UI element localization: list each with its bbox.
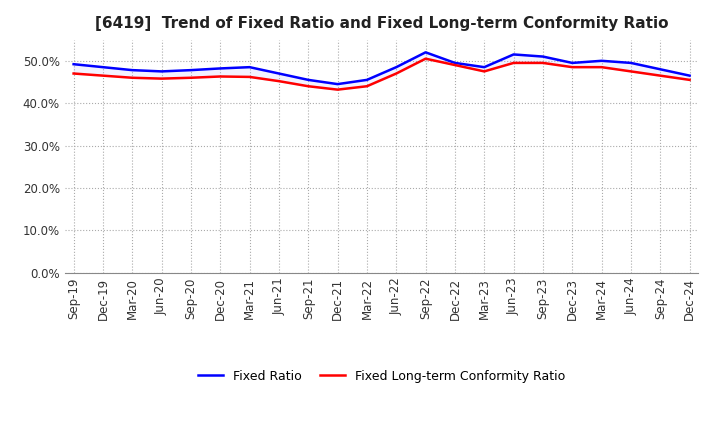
Fixed Ratio: [69, 62, 78, 67]
Fixed Ratio: [539, 54, 547, 59]
Fixed Ratio: [333, 81, 342, 87]
Fixed Ratio: [421, 50, 430, 55]
Fixed Long-term Conformity Ratio: [157, 76, 166, 81]
Fixed Ratio: [480, 65, 489, 70]
Fixed Ratio: [451, 60, 459, 66]
Fixed Long-term Conformity Ratio: [656, 73, 665, 78]
Legend: Fixed Ratio, Fixed Long-term Conformity Ratio: Fixed Ratio, Fixed Long-term Conformity …: [193, 365, 570, 388]
Line: Fixed Ratio: Fixed Ratio: [73, 52, 690, 84]
Fixed Long-term Conformity Ratio: [69, 71, 78, 76]
Fixed Long-term Conformity Ratio: [274, 78, 283, 84]
Fixed Long-term Conformity Ratio: [216, 74, 225, 79]
Fixed Ratio: [656, 66, 665, 72]
Title: [6419]  Trend of Fixed Ratio and Fixed Long-term Conformity Ratio: [6419] Trend of Fixed Ratio and Fixed Lo…: [95, 16, 668, 32]
Line: Fixed Long-term Conformity Ratio: Fixed Long-term Conformity Ratio: [73, 59, 690, 90]
Fixed Long-term Conformity Ratio: [392, 71, 400, 76]
Fixed Long-term Conformity Ratio: [99, 73, 107, 78]
Fixed Ratio: [304, 77, 312, 83]
Fixed Ratio: [246, 65, 254, 70]
Fixed Long-term Conformity Ratio: [539, 60, 547, 66]
Fixed Long-term Conformity Ratio: [421, 56, 430, 61]
Fixed Long-term Conformity Ratio: [304, 84, 312, 89]
Fixed Long-term Conformity Ratio: [451, 62, 459, 68]
Fixed Long-term Conformity Ratio: [626, 69, 635, 74]
Fixed Long-term Conformity Ratio: [598, 65, 606, 70]
Fixed Ratio: [216, 66, 225, 71]
Fixed Ratio: [392, 65, 400, 70]
Fixed Long-term Conformity Ratio: [246, 74, 254, 80]
Fixed Ratio: [598, 58, 606, 63]
Fixed Long-term Conformity Ratio: [363, 84, 372, 89]
Fixed Ratio: [568, 60, 577, 66]
Fixed Ratio: [157, 69, 166, 74]
Fixed Ratio: [99, 65, 107, 70]
Fixed Long-term Conformity Ratio: [568, 65, 577, 70]
Fixed Long-term Conformity Ratio: [480, 69, 489, 74]
Fixed Ratio: [186, 67, 195, 73]
Fixed Ratio: [274, 71, 283, 76]
Fixed Long-term Conformity Ratio: [685, 77, 694, 83]
Fixed Long-term Conformity Ratio: [333, 87, 342, 92]
Fixed Long-term Conformity Ratio: [509, 60, 518, 66]
Fixed Ratio: [363, 77, 372, 83]
Fixed Ratio: [685, 73, 694, 78]
Fixed Ratio: [626, 60, 635, 66]
Fixed Long-term Conformity Ratio: [186, 75, 195, 81]
Fixed Ratio: [509, 52, 518, 57]
Fixed Long-term Conformity Ratio: [128, 75, 137, 81]
Fixed Ratio: [128, 67, 137, 73]
